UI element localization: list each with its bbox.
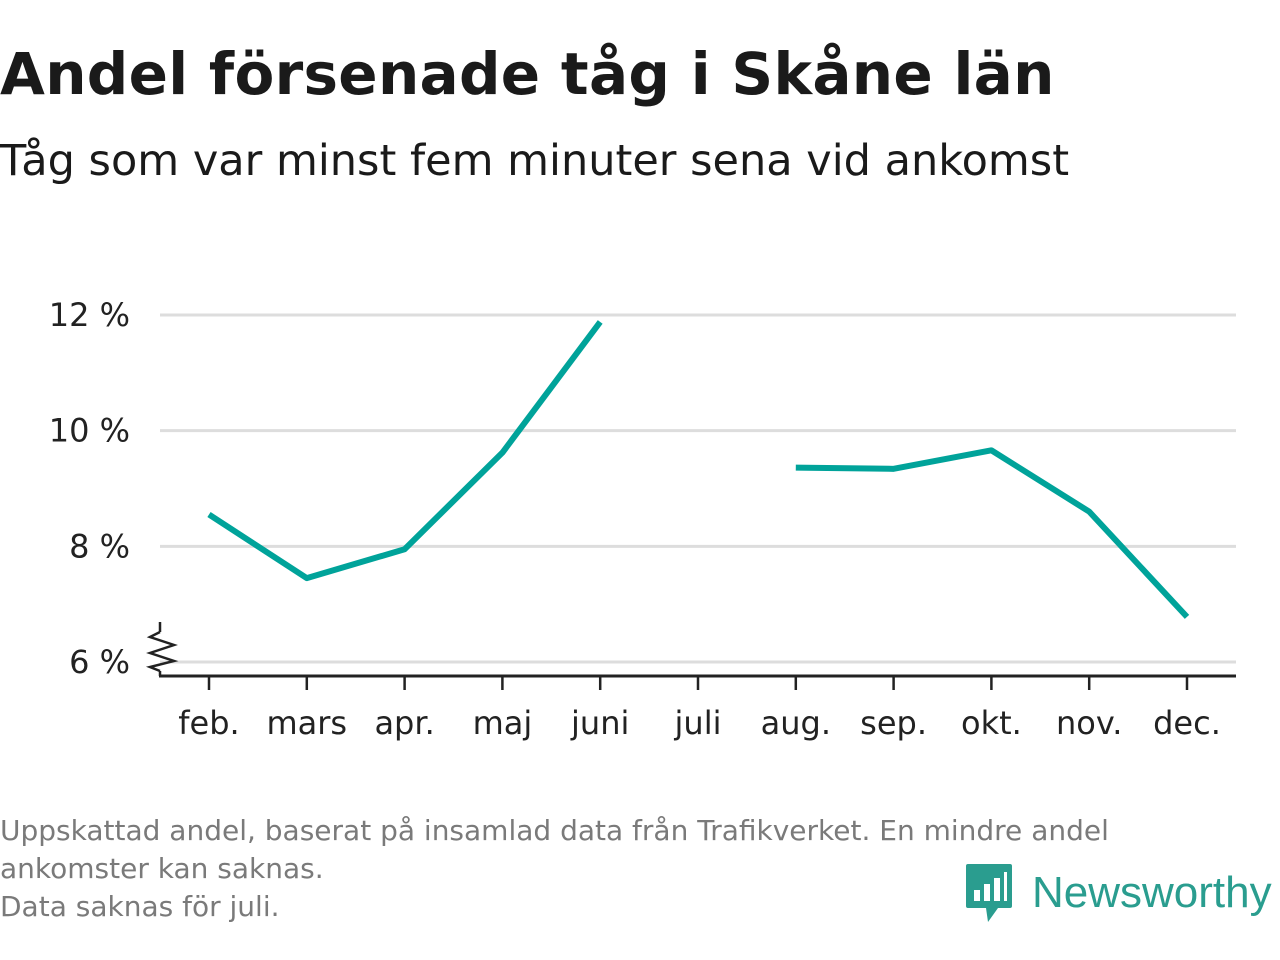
y-tick-label: 6 %	[69, 643, 130, 681]
x-tick-label: apr.	[374, 704, 434, 742]
newsworthy-chat-bars-icon	[966, 864, 1012, 922]
footnote: Uppskattad andel, baserat på insamlad da…	[0, 812, 1270, 926]
x-tick-label: aug.	[761, 704, 831, 742]
y-tick-label: 12 %	[49, 296, 130, 334]
footnote-line: Data saknas för juli.	[0, 890, 280, 923]
chart-title: Andel försenade tåg i Skåne län	[0, 40, 1055, 108]
gridlines	[160, 313, 1236, 664]
y-tick-label: 10 %	[49, 412, 130, 450]
newsworthy-logo-text: Newsworthy	[1032, 868, 1272, 917]
series-line-segment	[207, 320, 603, 582]
x-tick-label: juli	[674, 704, 722, 742]
x-tick-label: nov.	[1056, 704, 1122, 742]
x-axis-labels: feb. mars apr. maj juni juli aug. sep. okt. nov. d…	[178, 704, 1221, 742]
x-tick-label: mars	[266, 704, 347, 742]
y-tick-label: 8 %	[69, 527, 130, 565]
chart-subtitle: Tåg som var minst fem minuter sena vid a…	[0, 136, 1070, 186]
footnote-line: ankomster kan saknas.	[0, 852, 324, 885]
y-axis-labels: 6 % 8 % 10 % 12 %	[49, 296, 130, 681]
x-tick-label: dec.	[1153, 704, 1221, 742]
x-tick-label: feb.	[178, 704, 239, 742]
x-tick-label: okt.	[961, 704, 1022, 742]
series-lines	[207, 320, 1190, 619]
x-tick-label: juni	[570, 704, 629, 742]
series-line-segment	[795, 447, 1190, 619]
x-tick-label: maj	[473, 704, 533, 742]
x-tick-label: sep.	[860, 704, 927, 742]
y-axis-break-icon	[145, 630, 179, 673]
line-chart: 6 % 8 % 10 % 12 % feb. mars apr. maj juni juli au…	[49, 296, 1236, 742]
footnote-line: Uppskattad andel, baserat på insamlad da…	[0, 814, 1109, 847]
newsworthy-logo: Newsworthy	[964, 862, 1272, 924]
x-axis	[145, 622, 1236, 690]
